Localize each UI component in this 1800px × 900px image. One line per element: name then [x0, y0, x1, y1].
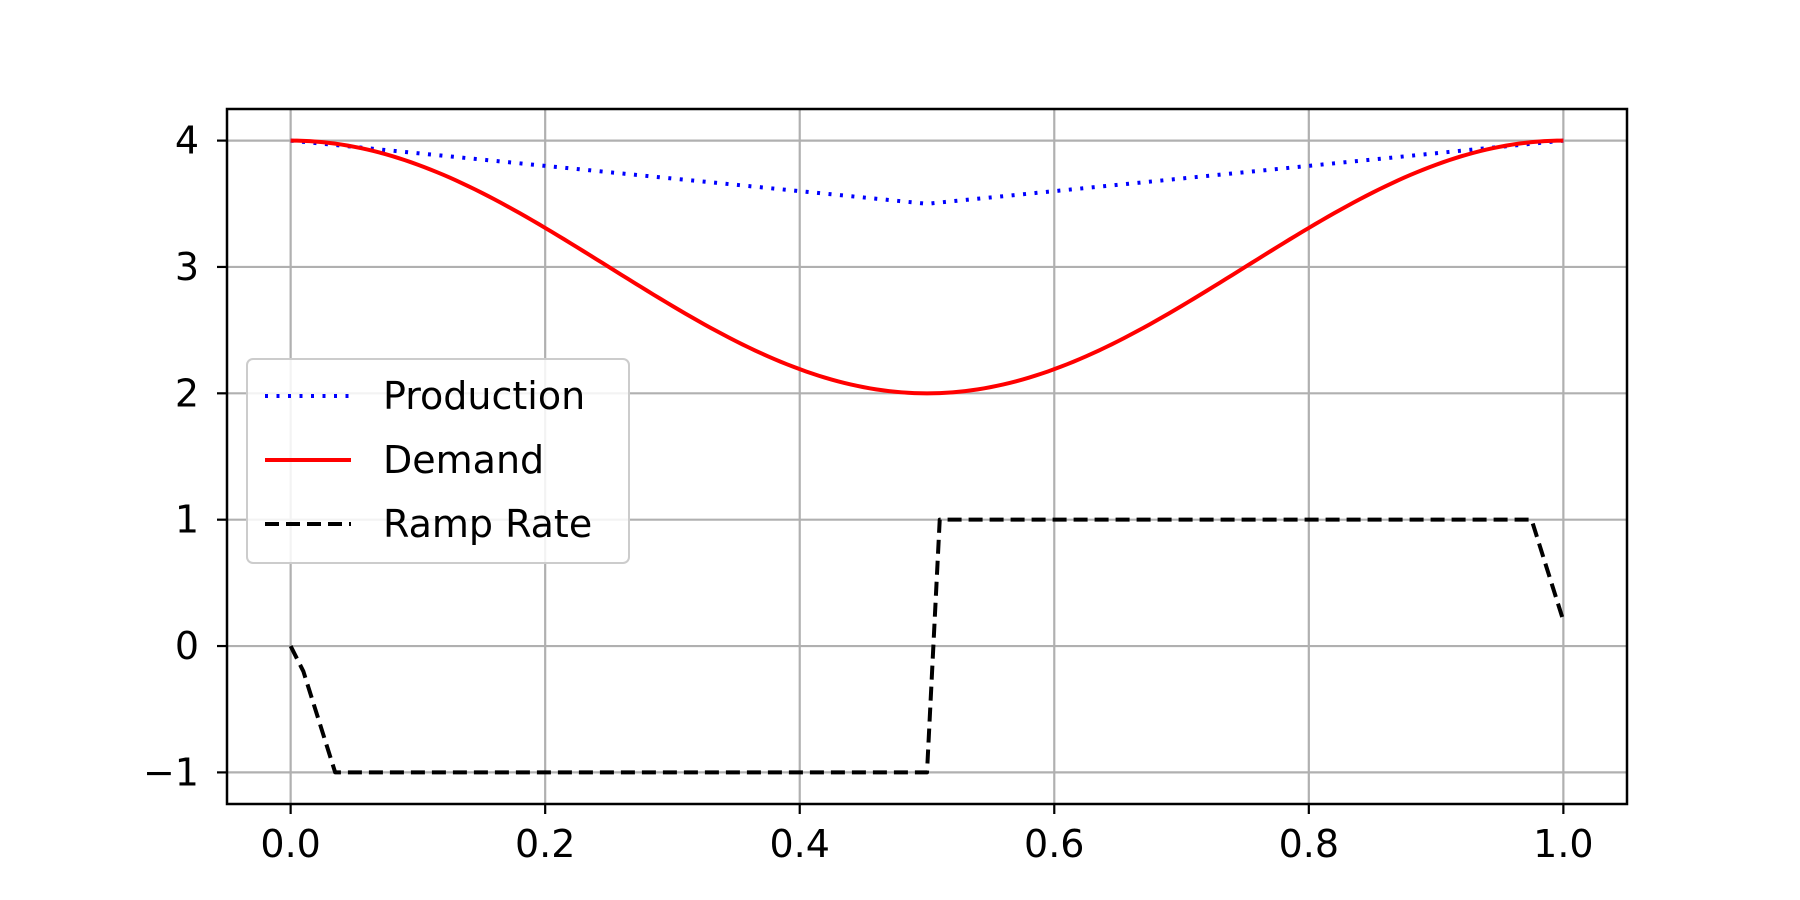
series-line-ramp-rate [288, 517, 1566, 775]
x-tick-label: 0.8 [1279, 822, 1339, 866]
x-tick-label: 0.0 [260, 822, 320, 866]
legend-label-ramp-rate: Ramp Rate [383, 502, 592, 546]
legend-label-production: Production [383, 374, 585, 418]
x-tick-label: 1.0 [1533, 822, 1593, 866]
legend-label-demand: Demand [383, 438, 544, 482]
x-tick-label: 0.4 [770, 822, 830, 866]
y-tick-label: 0 [175, 624, 199, 668]
x-tick-label: 0.2 [515, 822, 575, 866]
legend-box [246, 358, 630, 564]
legend: Production Demand Ramp Rate [246, 358, 630, 564]
y-tick-label: 3 [175, 245, 199, 289]
x-tick-label: 0.6 [1024, 822, 1084, 866]
series-line-demand [290, 138, 1564, 396]
y-tick-label: −1 [143, 750, 199, 794]
y-tick-label: 2 [175, 371, 199, 415]
series-lines [288, 138, 1566, 775]
plot-frame [225, 107, 1629, 806]
axis-ticks: 0.0 0.2 0.4 0.6 0.8 1.0 −1 0 1 2 3 4 [143, 119, 1594, 866]
y-tick-label: 1 [175, 498, 199, 542]
y-tick-label: 4 [175, 119, 199, 163]
